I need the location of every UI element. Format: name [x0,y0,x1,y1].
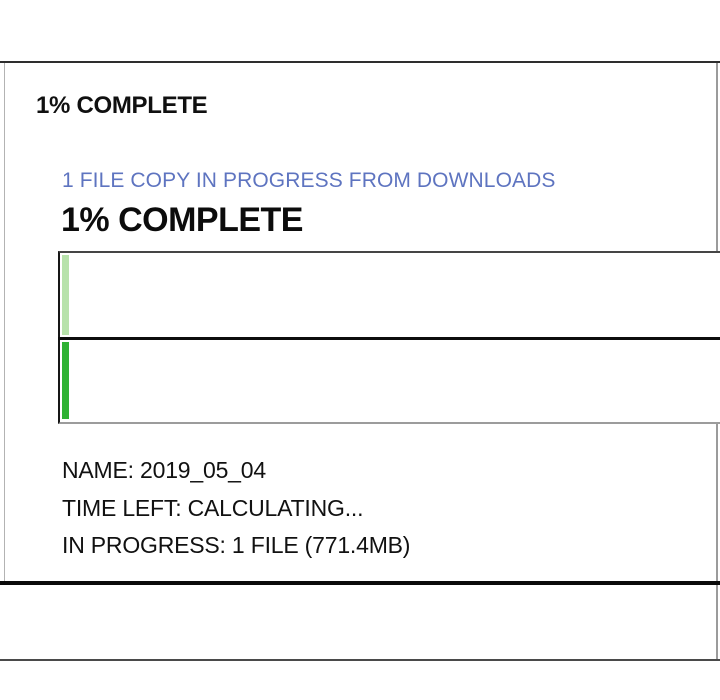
progress-bars-divider [58,337,720,340]
copy-status-line: 1 FILE COPY IN PROGRESS FROM DOWNLOADS [62,169,556,192]
overall-progress-fill [62,255,69,335]
window-top-border [0,61,720,63]
footer-bottom-border [0,659,720,661]
window-title: 1% COMPLETE [36,92,208,119]
current-file-progress-bar [58,340,720,424]
percent-complete-heading: 1% COMPLETE [61,201,303,239]
time-left-line: TIME LEFT: CALCULATING... [62,494,364,521]
file-name-line: NAME: 2019_05_04 [62,457,266,483]
in-progress-line: IN PROGRESS: 1 FILE (771.4MB) [62,532,411,558]
current-file-progress-fill [62,342,69,419]
overall-progress-bar [58,251,720,338]
copy-details: NAME: 2019_05_04 TIME LEFT: CALCULATING.… [62,452,410,565]
window-left-border [4,63,5,582]
window-bottom-border [0,581,720,585]
